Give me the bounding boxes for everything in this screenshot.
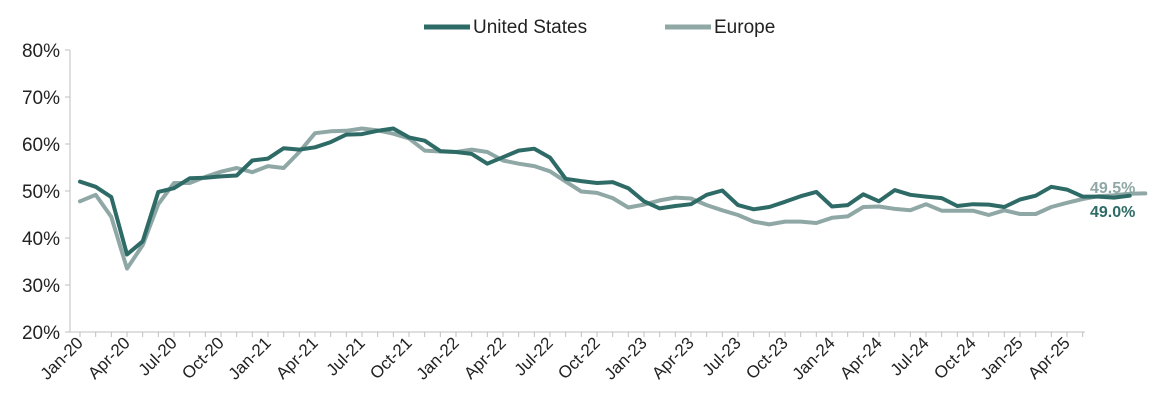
y-tick-label: 80% — [22, 41, 60, 62]
x-tick-label: Jul-20 — [135, 333, 181, 379]
x-tick-label: Oct-20 — [178, 333, 228, 383]
end-labels: 49.5% 49.0% — [1090, 180, 1135, 221]
x-tick-label: Apr-25 — [1024, 333, 1074, 383]
y-tick-label: 70% — [22, 88, 60, 109]
x-tick-label: Apr-24 — [836, 333, 886, 383]
y-tick-label: 30% — [22, 276, 60, 297]
x-tick-label: Jul-23 — [699, 333, 745, 379]
x-tick-label: Oct-23 — [742, 333, 792, 383]
x-tick-label: Jul-22 — [511, 333, 557, 379]
x-tick-label: Jan-24 — [789, 333, 839, 383]
x-tick-label: Apr-23 — [648, 333, 698, 383]
end-label-europe: 49.5% — [1090, 180, 1135, 197]
series-line-united-states — [78, 126, 1132, 257]
x-tick-label: Jul-24 — [887, 333, 933, 379]
legend-label-united-states: United States — [473, 17, 587, 38]
x-tick-label: Jan-22 — [413, 333, 463, 383]
y-tick-label: 60% — [22, 135, 60, 156]
x-tick-label: Oct-24 — [930, 333, 980, 383]
x-tick-label: Oct-22 — [554, 333, 604, 383]
series-line-europe — [78, 126, 1148, 271]
x-tick-label: Apr-22 — [460, 333, 510, 383]
series-lines — [78, 126, 1148, 271]
x-tick-label: Oct-21 — [366, 333, 416, 383]
x-tick-label: Jan-21 — [225, 333, 275, 383]
x-tick-label: Apr-20 — [84, 333, 134, 383]
legend-label-europe: Europe — [714, 17, 775, 38]
y-tick-label: 40% — [22, 229, 60, 250]
x-tick-label: Jan-25 — [977, 333, 1027, 383]
y-tick-label: 20% — [22, 323, 60, 344]
end-label-united-states: 49.0% — [1090, 204, 1135, 221]
x-tick-label: Jul-21 — [323, 333, 369, 379]
y-tick-label: 50% — [22, 182, 60, 203]
x-tick-label: Jan-23 — [601, 333, 651, 383]
x-tick-label: Apr-21 — [272, 333, 322, 383]
legend: United States Europe — [424, 17, 775, 38]
